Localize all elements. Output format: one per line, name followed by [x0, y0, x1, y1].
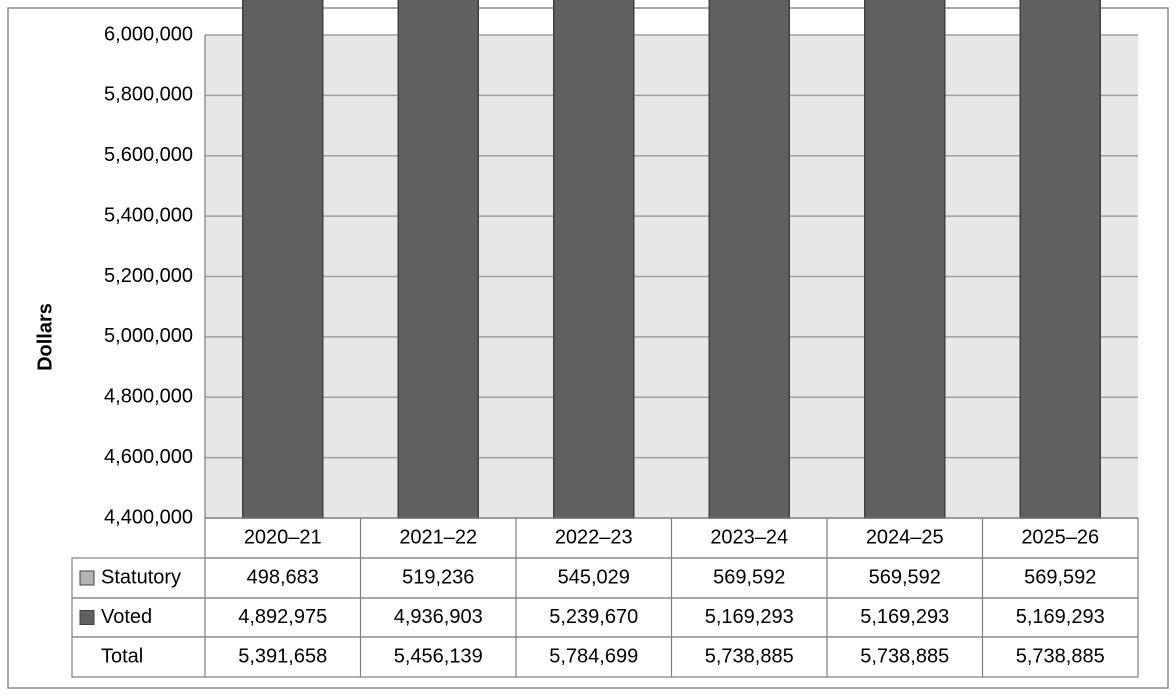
x-tick-label: 2023–24 [710, 526, 788, 548]
legend-label: Voted [101, 606, 152, 628]
x-tick-label: 2024–25 [866, 526, 944, 548]
legend-swatch [79, 610, 95, 625]
bar-segment [864, 0, 946, 519]
table-total: 5,738,885 [1016, 645, 1105, 667]
table-value: 5,169,293 [1016, 606, 1105, 628]
bar-segment [708, 0, 790, 519]
y-tick-label: 5,200,000 [104, 265, 193, 287]
y-axis-label: Dollars [34, 303, 56, 371]
x-tick-label: 2022–23 [555, 526, 633, 548]
x-tick-label: 2025–26 [1021, 526, 1099, 548]
table-value: 4,936,903 [394, 606, 483, 628]
x-tick-label: 2021–22 [399, 526, 477, 548]
table-total: 5,738,885 [860, 645, 949, 667]
table-value: 5,169,293 [705, 606, 794, 628]
table-value: 569,592 [713, 566, 785, 588]
table-value: 5,239,670 [549, 606, 638, 628]
y-tick-label: 4,800,000 [104, 386, 193, 408]
table-value: 569,592 [869, 566, 941, 588]
bar-segment [242, 0, 324, 519]
y-tick-label: 5,600,000 [104, 144, 193, 166]
table-value: 569,592 [1024, 566, 1096, 588]
table-total: 5,456,139 [394, 645, 483, 667]
table-value: 519,236 [402, 566, 474, 588]
total-label: Total [101, 645, 143, 667]
y-tick-label: 4,400,000 [104, 506, 193, 528]
legend-label: Statutory [101, 566, 181, 588]
table-value: 545,029 [558, 566, 630, 588]
bar-segment [1019, 0, 1101, 519]
y-tick-label: 5,800,000 [104, 84, 193, 106]
table-value: 498,683 [247, 566, 319, 588]
x-tick-label: 2020–21 [244, 526, 322, 548]
y-tick-label: 6,000,000 [104, 23, 193, 45]
bar-segment [553, 0, 635, 519]
table-total: 5,391,658 [238, 645, 327, 667]
y-tick-label: 5,000,000 [104, 325, 193, 347]
table-value: 5,169,293 [860, 606, 949, 628]
table-row [71, 636, 1139, 678]
y-tick-label: 4,600,000 [104, 446, 193, 468]
table-total: 5,784,699 [549, 645, 638, 667]
table-value: 4,892,975 [238, 606, 327, 628]
bar-segment [397, 0, 479, 519]
legend-swatch [79, 570, 95, 586]
y-tick-label: 5,400,000 [104, 204, 193, 226]
table-total: 5,738,885 [705, 645, 794, 667]
